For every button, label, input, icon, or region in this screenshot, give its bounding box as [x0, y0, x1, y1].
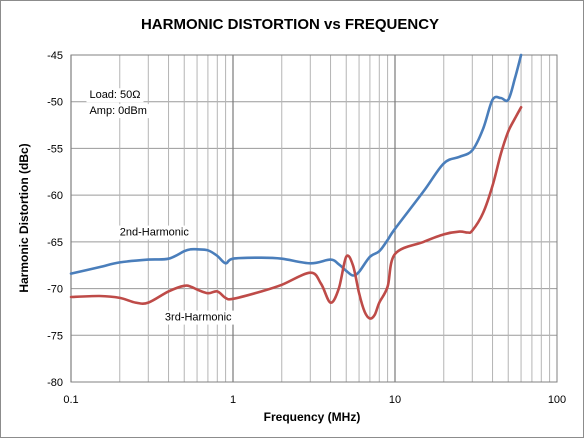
- series-2nd-harmonic-line: [69, 53, 523, 277]
- annotation-background: [161, 310, 236, 325]
- x-tick-label: 10: [389, 394, 401, 406]
- x-tick-label: 100: [548, 394, 566, 406]
- annotation-background: [86, 88, 144, 103]
- y-tick-label: -80: [47, 377, 63, 389]
- y-tick-label: -55: [47, 143, 63, 155]
- annotation-label: Load: 50Ω: [89, 89, 140, 101]
- x-tick-label: 1: [230, 394, 236, 406]
- y-axis-label: Harmonic Distortion (dBc): [17, 143, 31, 292]
- grid: [70, 54, 557, 383]
- x-tick-labels: 0.1 1 10 100: [63, 394, 566, 406]
- series-3rd-harmonic-line: [69, 106, 523, 320]
- annotation-background: [86, 104, 150, 119]
- y-tick-label: -75: [47, 330, 63, 342]
- y-tick-label: -65: [47, 237, 63, 249]
- annotation-background: [116, 225, 193, 240]
- x-tick-label: 0.1: [63, 394, 78, 406]
- x-axis-label: Frequency (MHz): [264, 410, 361, 424]
- y-tick-label: -45: [47, 50, 63, 62]
- y-tick-label: -60: [47, 190, 63, 202]
- annotation-label: 3rd-Harmonic: [165, 312, 232, 324]
- plot-area: [70, 54, 558, 383]
- series-group: [69, 53, 523, 320]
- y-tick-label: -50: [47, 97, 63, 109]
- chart-title: HARMONIC DISTORTION vs FREQUENCY: [141, 16, 439, 33]
- annotations: Load: 50Ω Amp: 0dBm 2nd-Harmonic 3rd-Harmon…: [86, 88, 236, 325]
- y-tick-labels: -45 -50 -55 -60 -65 -70 -75 -80: [47, 50, 63, 389]
- annotation-label: Amp: 0dBm: [89, 105, 146, 117]
- annotation-label: 2nd-Harmonic: [120, 227, 190, 239]
- y-tick-label: -70: [47, 284, 63, 296]
